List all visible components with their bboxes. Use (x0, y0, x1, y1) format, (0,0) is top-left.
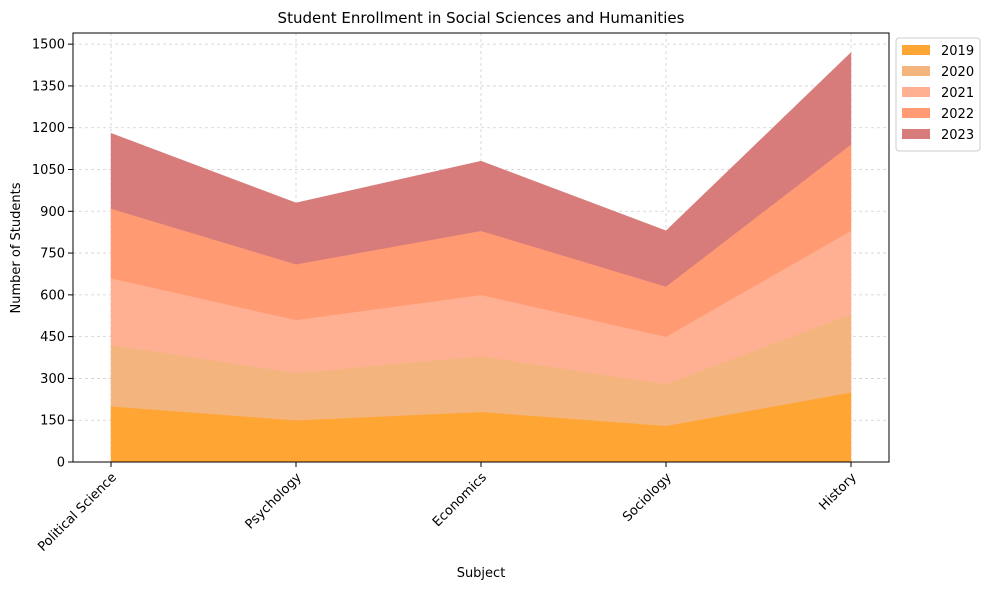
legend-swatch-2021 (902, 87, 930, 97)
x-tick-label: Political Science (35, 470, 120, 555)
y-axis-label: Number of Students (9, 182, 24, 313)
x-tick-label: Psychology (243, 470, 305, 532)
chart-title: Student Enrollment in Social Sciences an… (278, 9, 685, 27)
y-tick-label: 150 (40, 414, 65, 429)
area-series-group (110, 51, 852, 463)
y-tick-label: 750 (40, 247, 65, 262)
legend-swatch-2022 (902, 108, 930, 118)
x-tick-label: Economics (430, 470, 490, 530)
y-tick-label: 600 (40, 288, 65, 303)
x-tick-label: Sociology (620, 470, 675, 525)
y-axis: 0 150 300 450 600 750 900 1050 1200 1350 1500 (32, 38, 73, 471)
area-series-2023 (110, 51, 852, 287)
x-axis-label: Subject (457, 566, 506, 581)
y-tick-label: 900 (40, 205, 65, 220)
y-tick-label: 0 (57, 456, 65, 471)
x-tick-label: History (817, 470, 861, 514)
legend-swatch-2019 (902, 45, 930, 55)
legend-swatch-2020 (902, 66, 930, 76)
y-tick-label: 1350 (32, 79, 65, 94)
legend-label-2023: 2023 (941, 128, 974, 143)
y-tick-label: 1500 (32, 38, 65, 53)
y-tick-label: 450 (40, 330, 65, 345)
legend-label-2019: 2019 (941, 44, 974, 59)
y-tick-label: 1200 (32, 121, 65, 136)
legend: 2019 2020 2021 2022 2023 (895, 37, 981, 152)
y-tick-label: 300 (40, 372, 65, 387)
legend-label-2021: 2021 (941, 86, 974, 101)
legend-swatch-2023 (902, 129, 930, 139)
legend-label-2022: 2022 (941, 107, 974, 122)
x-axis: Political Science Psychology Economics Soci… (35, 462, 860, 555)
y-tick-label: 1050 (32, 163, 65, 178)
legend-label-2020: 2020 (941, 65, 974, 80)
